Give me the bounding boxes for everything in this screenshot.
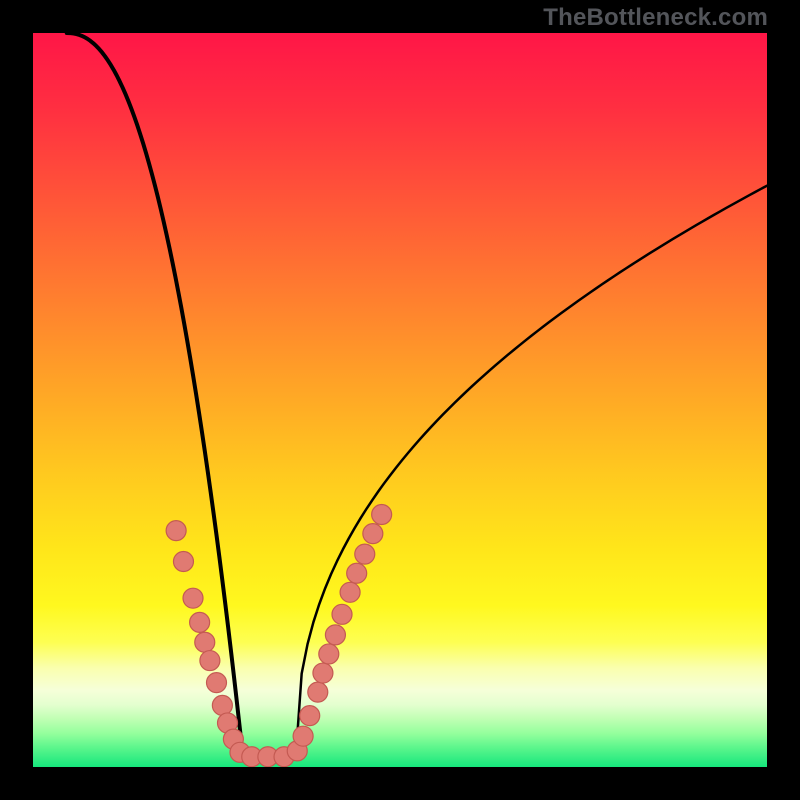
data-dot xyxy=(332,604,352,624)
data-dot xyxy=(195,632,215,652)
data-dot xyxy=(355,544,375,564)
data-dot xyxy=(300,706,320,726)
data-dot xyxy=(190,612,210,632)
data-dot xyxy=(313,663,333,683)
curve-layer xyxy=(33,33,767,767)
data-dot xyxy=(293,726,313,746)
plot-area xyxy=(33,33,767,767)
data-dot xyxy=(308,682,328,702)
watermark-text: TheBottleneck.com xyxy=(543,4,768,32)
chart-stage: TheBottleneck.com xyxy=(0,0,800,800)
data-dot xyxy=(340,582,360,602)
data-dot xyxy=(200,651,220,671)
data-dot xyxy=(166,521,186,541)
data-dot xyxy=(173,551,193,571)
data-dot xyxy=(325,625,345,645)
dots-group xyxy=(166,505,392,767)
data-dot xyxy=(363,524,383,544)
data-dot xyxy=(207,673,227,693)
data-dot xyxy=(319,644,339,664)
curve-right xyxy=(296,186,767,757)
data-dot xyxy=(372,505,392,525)
data-dot xyxy=(347,563,367,583)
data-dot xyxy=(212,695,232,715)
data-dot xyxy=(183,588,203,608)
curve-left xyxy=(67,33,243,757)
